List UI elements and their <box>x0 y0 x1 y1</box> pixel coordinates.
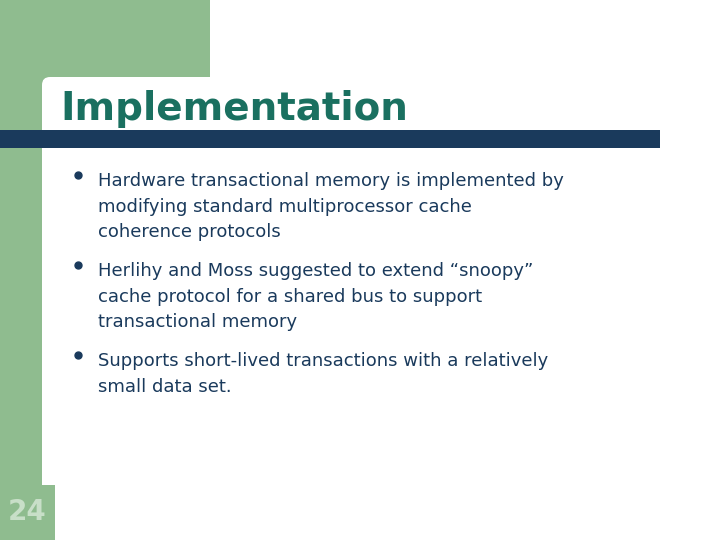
Bar <box>0 0 55 540</box>
Text: Supports short-lived transactions with a relatively
small data set.: Supports short-lived transactions with a… <box>98 352 548 396</box>
Bar <box>55 85 720 130</box>
Text: Implementation: Implementation <box>60 90 408 128</box>
Text: Hardware transactional memory is implemented by
modifying standard multiprocesso: Hardware transactional memory is impleme… <box>98 172 564 241</box>
Text: Herlihy and Moss suggested to extend “snoopy”
cache protocol for a shared bus to: Herlihy and Moss suggested to extend “sn… <box>98 262 534 332</box>
Bar <box>0 0 210 110</box>
Bar <box>0 130 660 148</box>
FancyBboxPatch shape <box>42 77 720 540</box>
Text: 24: 24 <box>8 498 47 526</box>
Bar <box>0 485 55 540</box>
Bar <box>55 148 720 540</box>
